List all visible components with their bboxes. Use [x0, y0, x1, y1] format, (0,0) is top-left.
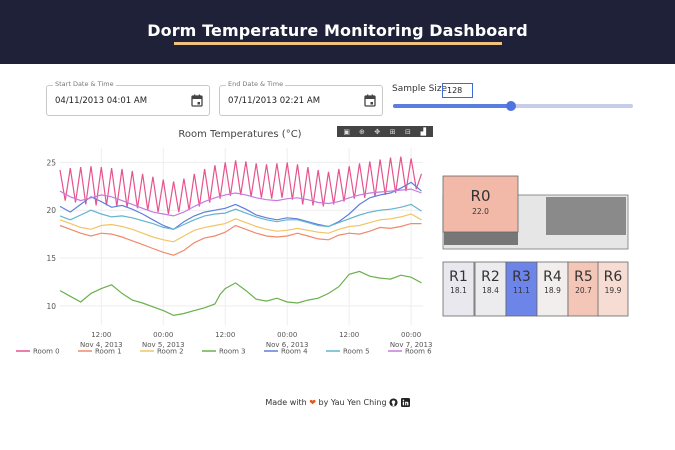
- room-label: R3: [512, 269, 531, 285]
- room-label: R2: [481, 269, 500, 285]
- x-tick-label: 00:00: [401, 331, 421, 339]
- room-label: R5: [574, 269, 593, 285]
- room-temperature: 22.0: [472, 207, 489, 216]
- series-line: [59, 203, 422, 230]
- series-line: [59, 213, 422, 243]
- x-tick-label: 00:00: [277, 331, 297, 339]
- x-tick-label: 12:00: [339, 331, 359, 339]
- start-datetime-value[interactable]: 04/11/2013 04:01 AM: [55, 96, 148, 106]
- series-line: [59, 156, 423, 215]
- sample-size-label: Sample Size: [392, 84, 448, 94]
- y-tick-label: 20: [46, 206, 56, 215]
- github-icon[interactable]: [389, 398, 398, 407]
- pan-icon[interactable]: ✥: [374, 127, 381, 136]
- legend-label: Room 4: [281, 348, 308, 356]
- linkedin-icon[interactable]: [400, 398, 410, 407]
- app-header: Dorm Temperature Monitoring Dashboard: [0, 0, 675, 64]
- footer-made: Made with: [265, 398, 307, 407]
- x-tick-sublabel: Nov 7, 2013: [390, 341, 433, 349]
- zoom-in-icon[interactable]: ⊞: [389, 127, 396, 136]
- autoscale-icon[interactable]: ▟: [420, 127, 426, 136]
- room-label: R0: [471, 187, 491, 205]
- chart-title: Room Temperatures (°C): [178, 129, 302, 140]
- room-r0[interactable]: [442, 175, 519, 233]
- slider-thumb[interactable]: [505, 101, 516, 111]
- y-tick-label: 25: [46, 158, 56, 167]
- footer-author: by Yau Yen Ching: [318, 398, 387, 407]
- footer: Made with ❤ by Yau Yen Ching: [0, 398, 675, 407]
- y-tick-label: 15: [46, 254, 56, 263]
- plan-strip: [444, 232, 518, 245]
- room-label: R4: [543, 269, 562, 285]
- room-label: R6: [604, 269, 623, 285]
- legend-label: Room 6: [405, 348, 432, 356]
- x-tick-label: 12:00: [215, 331, 235, 339]
- room-label: R1: [449, 269, 468, 285]
- y-tick-label: 10: [46, 302, 56, 311]
- x-tick-sublabel: Nov 6, 2013: [266, 341, 309, 349]
- sample-size-input[interactable]: 128: [442, 83, 473, 98]
- heart-icon: ❤: [309, 398, 316, 407]
- legend-label: Room 0: [33, 348, 60, 356]
- series-line: [59, 222, 422, 256]
- room-r5[interactable]: [567, 261, 600, 317]
- x-tick-label: 00:00: [153, 331, 173, 339]
- end-datetime-value[interactable]: 07/11/2013 02:21 AM: [228, 96, 321, 106]
- end-datetime-field[interactable]: End Date & Time 07/11/2013 02:21 AM: [219, 80, 383, 116]
- room-temperature: 18.4: [482, 286, 499, 295]
- start-datetime-field[interactable]: Start Date & Time 04/11/2013 04:01 AM: [46, 80, 210, 116]
- room-temperature: 11.1: [513, 286, 530, 295]
- plan-block: [546, 197, 626, 235]
- room-r4[interactable]: [536, 261, 569, 317]
- series-line: [59, 270, 422, 317]
- camera-icon[interactable]: ▣: [343, 127, 350, 136]
- series-line: [59, 188, 422, 217]
- room-temperature: 20.7: [575, 286, 592, 295]
- room-temperature: 19.9: [605, 286, 622, 295]
- calendar-icon[interactable]: [191, 94, 203, 107]
- room-temperature: 18.9: [544, 286, 561, 295]
- x-tick-sublabel: Nov 4, 2013: [80, 341, 123, 349]
- room-r1[interactable]: [442, 261, 475, 317]
- zoom-out-icon[interactable]: ⊟: [405, 127, 411, 136]
- room-r6[interactable]: [597, 261, 629, 317]
- end-datetime-label: End Date & Time: [226, 80, 286, 88]
- temperature-chart[interactable]: 10 15 20 25 12:00 Nov 4, 2013 00:00 Nov 5, 2013…: [0, 140, 440, 365]
- slider-fill: [393, 104, 511, 108]
- calendar-icon[interactable]: [364, 94, 376, 107]
- legend-label: Room 1: [95, 348, 122, 356]
- page-title: Dorm Temperature Monitoring Dashboard: [147, 21, 528, 40]
- legend-label: Room 3: [219, 348, 246, 356]
- room-r2[interactable]: [474, 261, 507, 317]
- legend-label: Room 2: [157, 348, 184, 356]
- room-temperature: 18.1: [450, 286, 467, 295]
- title-underline: [174, 42, 502, 45]
- zoom-icon[interactable]: ⊕: [359, 127, 365, 136]
- x-tick-sublabel: Nov 5, 2013: [142, 341, 185, 349]
- sample-size-slider[interactable]: [393, 101, 633, 111]
- start-datetime-label: Start Date & Time: [53, 80, 116, 88]
- x-tick-label: 12:00: [91, 331, 111, 339]
- legend-label: Room 5: [343, 348, 370, 356]
- series-line: [59, 181, 422, 230]
- chart-toolbar: ▣ ⊕ ✥ ⊞ ⊟ ▟: [337, 126, 433, 137]
